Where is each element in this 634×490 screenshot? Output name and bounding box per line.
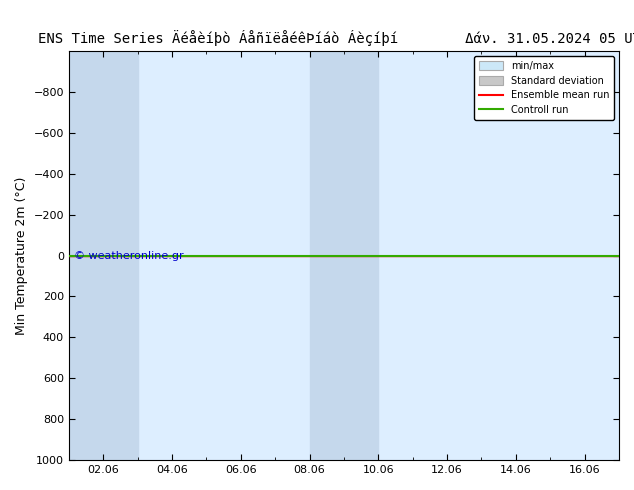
Text: © weatheronline.gr: © weatheronline.gr — [74, 251, 184, 261]
Title: ENS Time Series Äéåèíþò ÁåñïëåéêÞíáò Áèçíþí        Δάν. 31.05.2024 05 UTC: ENS Time Series Äéåèíþò ÁåñïëåéêÞíáò Áèç… — [38, 30, 634, 46]
Y-axis label: Min Temperature 2m (°C): Min Temperature 2m (°C) — [15, 176, 28, 335]
Legend: min/max, Standard deviation, Ensemble mean run, Controll run: min/max, Standard deviation, Ensemble me… — [474, 56, 614, 120]
Bar — [69, 51, 138, 460]
Bar — [309, 51, 378, 460]
